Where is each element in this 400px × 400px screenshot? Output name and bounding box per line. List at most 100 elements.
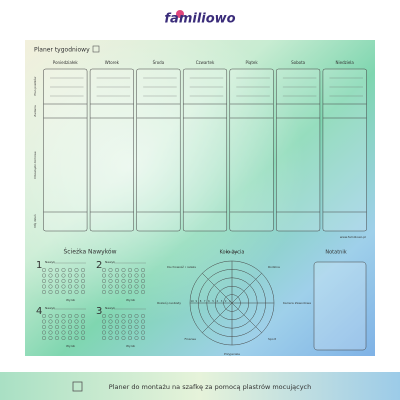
habit-dot <box>55 330 60 335</box>
habit-dot <box>55 268 60 273</box>
habit-dot <box>55 336 60 341</box>
habit-dot <box>67 279 72 284</box>
habit-dot <box>127 268 132 273</box>
habit-dot <box>101 319 106 324</box>
habit-dot <box>134 284 139 289</box>
day-column <box>43 68 88 232</box>
habit-dot <box>127 314 132 319</box>
habit-dot <box>42 279 47 284</box>
habit-dot <box>67 273 72 278</box>
habit-dot <box>55 284 60 289</box>
wheel-area: Rozwój osobisty <box>157 301 181 305</box>
habit-dot <box>80 268 85 273</box>
habit-dot <box>114 325 119 330</box>
habit-dot <box>108 314 113 319</box>
day-column <box>276 68 321 232</box>
day-label: Piątek <box>245 60 258 65</box>
habit-label: Nawyk <box>105 306 115 310</box>
habit-dot <box>140 279 145 284</box>
row-label: Mój dzień <box>33 214 37 228</box>
habit-dot <box>127 325 132 330</box>
habit-number: 3 <box>96 306 102 317</box>
week-grid: Poniedziałek Wtorek Środa Czwartek Piątek Sob… <box>33 60 367 239</box>
habit-dot <box>140 314 145 319</box>
habit-dot <box>101 273 106 278</box>
habit-label: Nawyk <box>45 260 55 264</box>
habit-dot <box>42 330 47 335</box>
wheel-title: Koło życia <box>220 250 245 256</box>
habit-dot <box>108 319 113 324</box>
habit-dot <box>74 330 79 335</box>
habit-dot <box>121 314 126 319</box>
habit-dot <box>55 290 60 295</box>
habit-dot <box>140 268 145 273</box>
habit-number: 1 <box>36 260 42 271</box>
habit-dot <box>140 330 145 335</box>
habit-dot <box>61 314 66 319</box>
habit-number: 4 <box>36 306 42 317</box>
logo-text: familiowo <box>164 12 235 27</box>
footer-icon <box>72 381 83 392</box>
day-column <box>89 68 134 232</box>
habit-dot <box>140 336 145 341</box>
habit-dot <box>121 330 126 335</box>
habit-dot <box>127 279 132 284</box>
day-column <box>136 68 181 232</box>
wheel-area: Duchowość i relaks <box>167 265 196 269</box>
habit-dot <box>108 279 113 284</box>
habit-dot <box>101 325 106 330</box>
wheel-spoke <box>202 273 233 304</box>
wheel-scale: 10 <box>191 299 195 303</box>
habit-dot <box>80 273 85 278</box>
footer-band <box>0 372 400 400</box>
habit-dot <box>140 284 145 289</box>
habit-result: Wynik <box>126 344 135 348</box>
habit-dot <box>108 330 113 335</box>
habit-dot <box>101 336 106 341</box>
habit-dot <box>80 314 85 319</box>
habit-dot <box>134 268 139 273</box>
habit-dot <box>80 325 85 330</box>
wheel-scale: 6 <box>208 299 210 303</box>
habit-dot <box>127 284 132 289</box>
planner-glow <box>25 40 375 356</box>
wheel-scale: 3 <box>221 299 223 303</box>
wheel-area: Kariera Zawodowa <box>283 301 311 305</box>
habit-dot <box>74 325 79 330</box>
habit-dot <box>134 279 139 284</box>
wheel-scale: 1 <box>229 299 231 303</box>
habit-dot <box>67 319 72 324</box>
habit-dot <box>134 325 139 330</box>
habit-dot <box>61 279 66 284</box>
habit-dot <box>55 325 60 330</box>
habit-dot <box>121 284 126 289</box>
habit-dot <box>61 284 66 289</box>
habit-dot <box>61 290 66 295</box>
habit-dot <box>101 284 106 289</box>
habit-dot <box>134 273 139 278</box>
habit-dot <box>134 314 139 319</box>
habit-dot <box>101 314 106 319</box>
habit-dot <box>80 279 85 284</box>
wheel-spoke <box>202 302 233 333</box>
habit-dot <box>74 319 79 324</box>
habit-dot <box>127 273 132 278</box>
habit-dot <box>48 279 53 284</box>
habit-dot <box>134 290 139 295</box>
habit-dot <box>114 314 119 319</box>
habit-dot <box>140 273 145 278</box>
habit-dot <box>42 314 47 319</box>
habit-dot <box>48 314 53 319</box>
habit-dot <box>80 330 85 335</box>
footer-text: Planer do montażu na szafkę za pomocą pl… <box>109 383 312 391</box>
wheel-scale: 5 <box>212 299 214 303</box>
habit-dot <box>121 279 126 284</box>
habit-dot <box>127 290 132 295</box>
wheel-spoke <box>231 273 262 304</box>
day-label: Czwartek <box>196 60 215 65</box>
habit-dot <box>108 268 113 273</box>
wheel-area: Rodzina <box>268 265 280 269</box>
habit-dot <box>61 330 66 335</box>
